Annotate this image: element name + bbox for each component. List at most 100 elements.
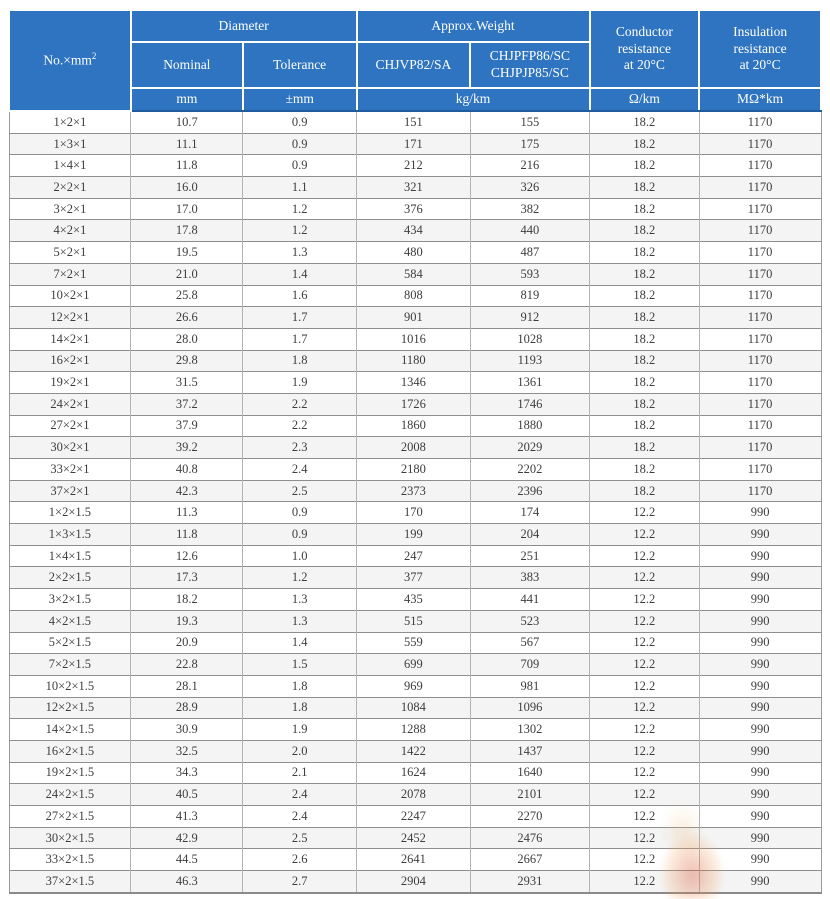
cell: 204 (469, 523, 591, 546)
cell: 27×2×1.5 (8, 805, 132, 828)
cell: 2931 (469, 870, 591, 894)
header-conductor-resistance: Conductor resistance at 20°C (588, 9, 701, 89)
cell: 12.2 (589, 870, 700, 894)
cell: 990 (698, 674, 822, 698)
cell: 1×3×1.5 (8, 523, 132, 546)
table-row: 3×2×1.5 18.2 1.3 435 441 12.2 990 (8, 588, 822, 611)
cell: 18.2 (589, 197, 700, 220)
cell: 990 (698, 826, 822, 849)
cell: 1170 (698, 306, 822, 329)
cell: 969 (356, 674, 471, 698)
cell: 11.1 (130, 132, 244, 155)
cell: 14×2×1.5 (8, 718, 132, 741)
table-row: 30×2×1.5 42.9 2.5 2452 2476 12.2 990 (8, 826, 822, 849)
cell: 699 (356, 653, 471, 676)
cell: 16×2×1.5 (8, 739, 132, 763)
cell: 0.9 (242, 132, 358, 155)
cell: 1.8 (242, 349, 358, 372)
cell: 18.2 (589, 458, 700, 481)
cell: 18.2 (589, 436, 700, 459)
cell: 30×2×1.5 (8, 826, 132, 849)
cell: 18.2 (589, 479, 700, 502)
header-insulation-resistance: Insulation resistance at 20°C (698, 9, 822, 89)
cell: 12.2 (589, 674, 700, 698)
table-row: 37×2×1 42.3 2.5 2373 2396 18.2 1170 (8, 479, 822, 502)
cell: 12.2 (589, 805, 700, 828)
cell: 11.8 (130, 523, 244, 546)
cell: 1170 (698, 327, 822, 351)
cell: 1170 (698, 110, 822, 134)
cell: 1624 (356, 761, 471, 784)
cell: 199 (356, 523, 471, 546)
cell: 441 (469, 588, 591, 611)
cell: 1170 (698, 479, 822, 502)
cell: 1.6 (242, 284, 358, 307)
cell: 2641 (356, 848, 471, 871)
cell: 12.2 (589, 501, 700, 524)
cell: 7×2×1 (8, 262, 132, 285)
cell: 18.2 (130, 588, 244, 611)
cell: 21.0 (130, 262, 244, 285)
cell: 1.7 (242, 306, 358, 329)
cell: 18.2 (589, 132, 700, 155)
cell: 1361 (469, 371, 591, 394)
cell: 12.2 (589, 588, 700, 611)
cell: 990 (698, 501, 822, 524)
cell: 18.2 (589, 306, 700, 329)
table-row: 4×2×1 17.8 1.2 434 440 18.2 1170 (8, 219, 822, 242)
cell: 1.8 (242, 674, 358, 698)
cell: 990 (698, 870, 822, 894)
cell: 30.9 (130, 718, 244, 741)
cell: 4×2×1.5 (8, 609, 132, 632)
cell: 1×2×1 (8, 110, 132, 134)
cell: 28.0 (130, 327, 244, 351)
cell: 1028 (469, 327, 591, 351)
header-nominal: Nominal (129, 41, 244, 89)
cell: 18.2 (589, 349, 700, 372)
cell: 18.2 (589, 392, 700, 416)
table-row: 27×2×1.5 41.3 2.4 2247 2270 12.2 990 (8, 805, 822, 828)
cell: 2029 (469, 436, 591, 459)
cell: 247 (356, 544, 471, 567)
table-body: 1×2×1 10.7 0.9 151 155 18.2 1170 1×3×1 11.1 0.9 17… (8, 110, 822, 894)
header-tolerance: Tolerance (241, 41, 358, 89)
cell: 990 (698, 718, 822, 741)
cell: 1.2 (242, 219, 358, 242)
cell: 16×2×1 (8, 349, 132, 372)
table-row: 1×2×1.5 11.3 0.9 170 174 12.2 990 (8, 501, 822, 524)
cell: 5×2×1.5 (8, 631, 132, 654)
cell: 1346 (356, 371, 471, 394)
cell: 990 (698, 805, 822, 828)
cell: 12.2 (589, 696, 700, 719)
cell: 1×3×1 (8, 132, 132, 155)
cell: 1×4×1.5 (8, 544, 132, 567)
cell: 40.5 (130, 783, 244, 806)
cell: 382 (469, 197, 591, 220)
cell: 1.5 (242, 653, 358, 676)
table-row: 14×2×1.5 30.9 1.9 1288 1302 12.2 990 (8, 718, 822, 741)
table-row: 1×3×1.5 11.8 0.9 199 204 12.2 990 (8, 523, 822, 546)
cell: 1084 (356, 696, 471, 719)
cell: 5×2×1 (8, 241, 132, 264)
cell: 28.1 (130, 674, 244, 698)
cell: 1×4×1 (8, 154, 132, 177)
cell: 1288 (356, 718, 471, 741)
table-row: 4×2×1.5 19.3 1.3 515 523 12.2 990 (8, 609, 822, 632)
cell: 19×2×1.5 (8, 761, 132, 784)
cell: 1170 (698, 392, 822, 416)
cell: 16.0 (130, 176, 244, 199)
cell: 2.4 (242, 458, 358, 481)
cell: 39.2 (130, 436, 244, 459)
cell: 12.2 (589, 631, 700, 654)
cell: 912 (469, 306, 591, 329)
cell: 33×2×1.5 (8, 848, 132, 871)
cell: 212 (356, 154, 471, 177)
cell: 2202 (469, 458, 591, 481)
table-row: 19×2×1.5 34.3 2.1 1624 1640 12.2 990 (8, 761, 822, 784)
table-row: 33×2×1.5 44.5 2.6 2641 2667 12.2 990 (8, 848, 822, 871)
cell: 40.8 (130, 458, 244, 481)
cell: 1170 (698, 154, 822, 177)
cell: 10×2×1.5 (8, 674, 132, 698)
cell: 175 (469, 132, 591, 155)
